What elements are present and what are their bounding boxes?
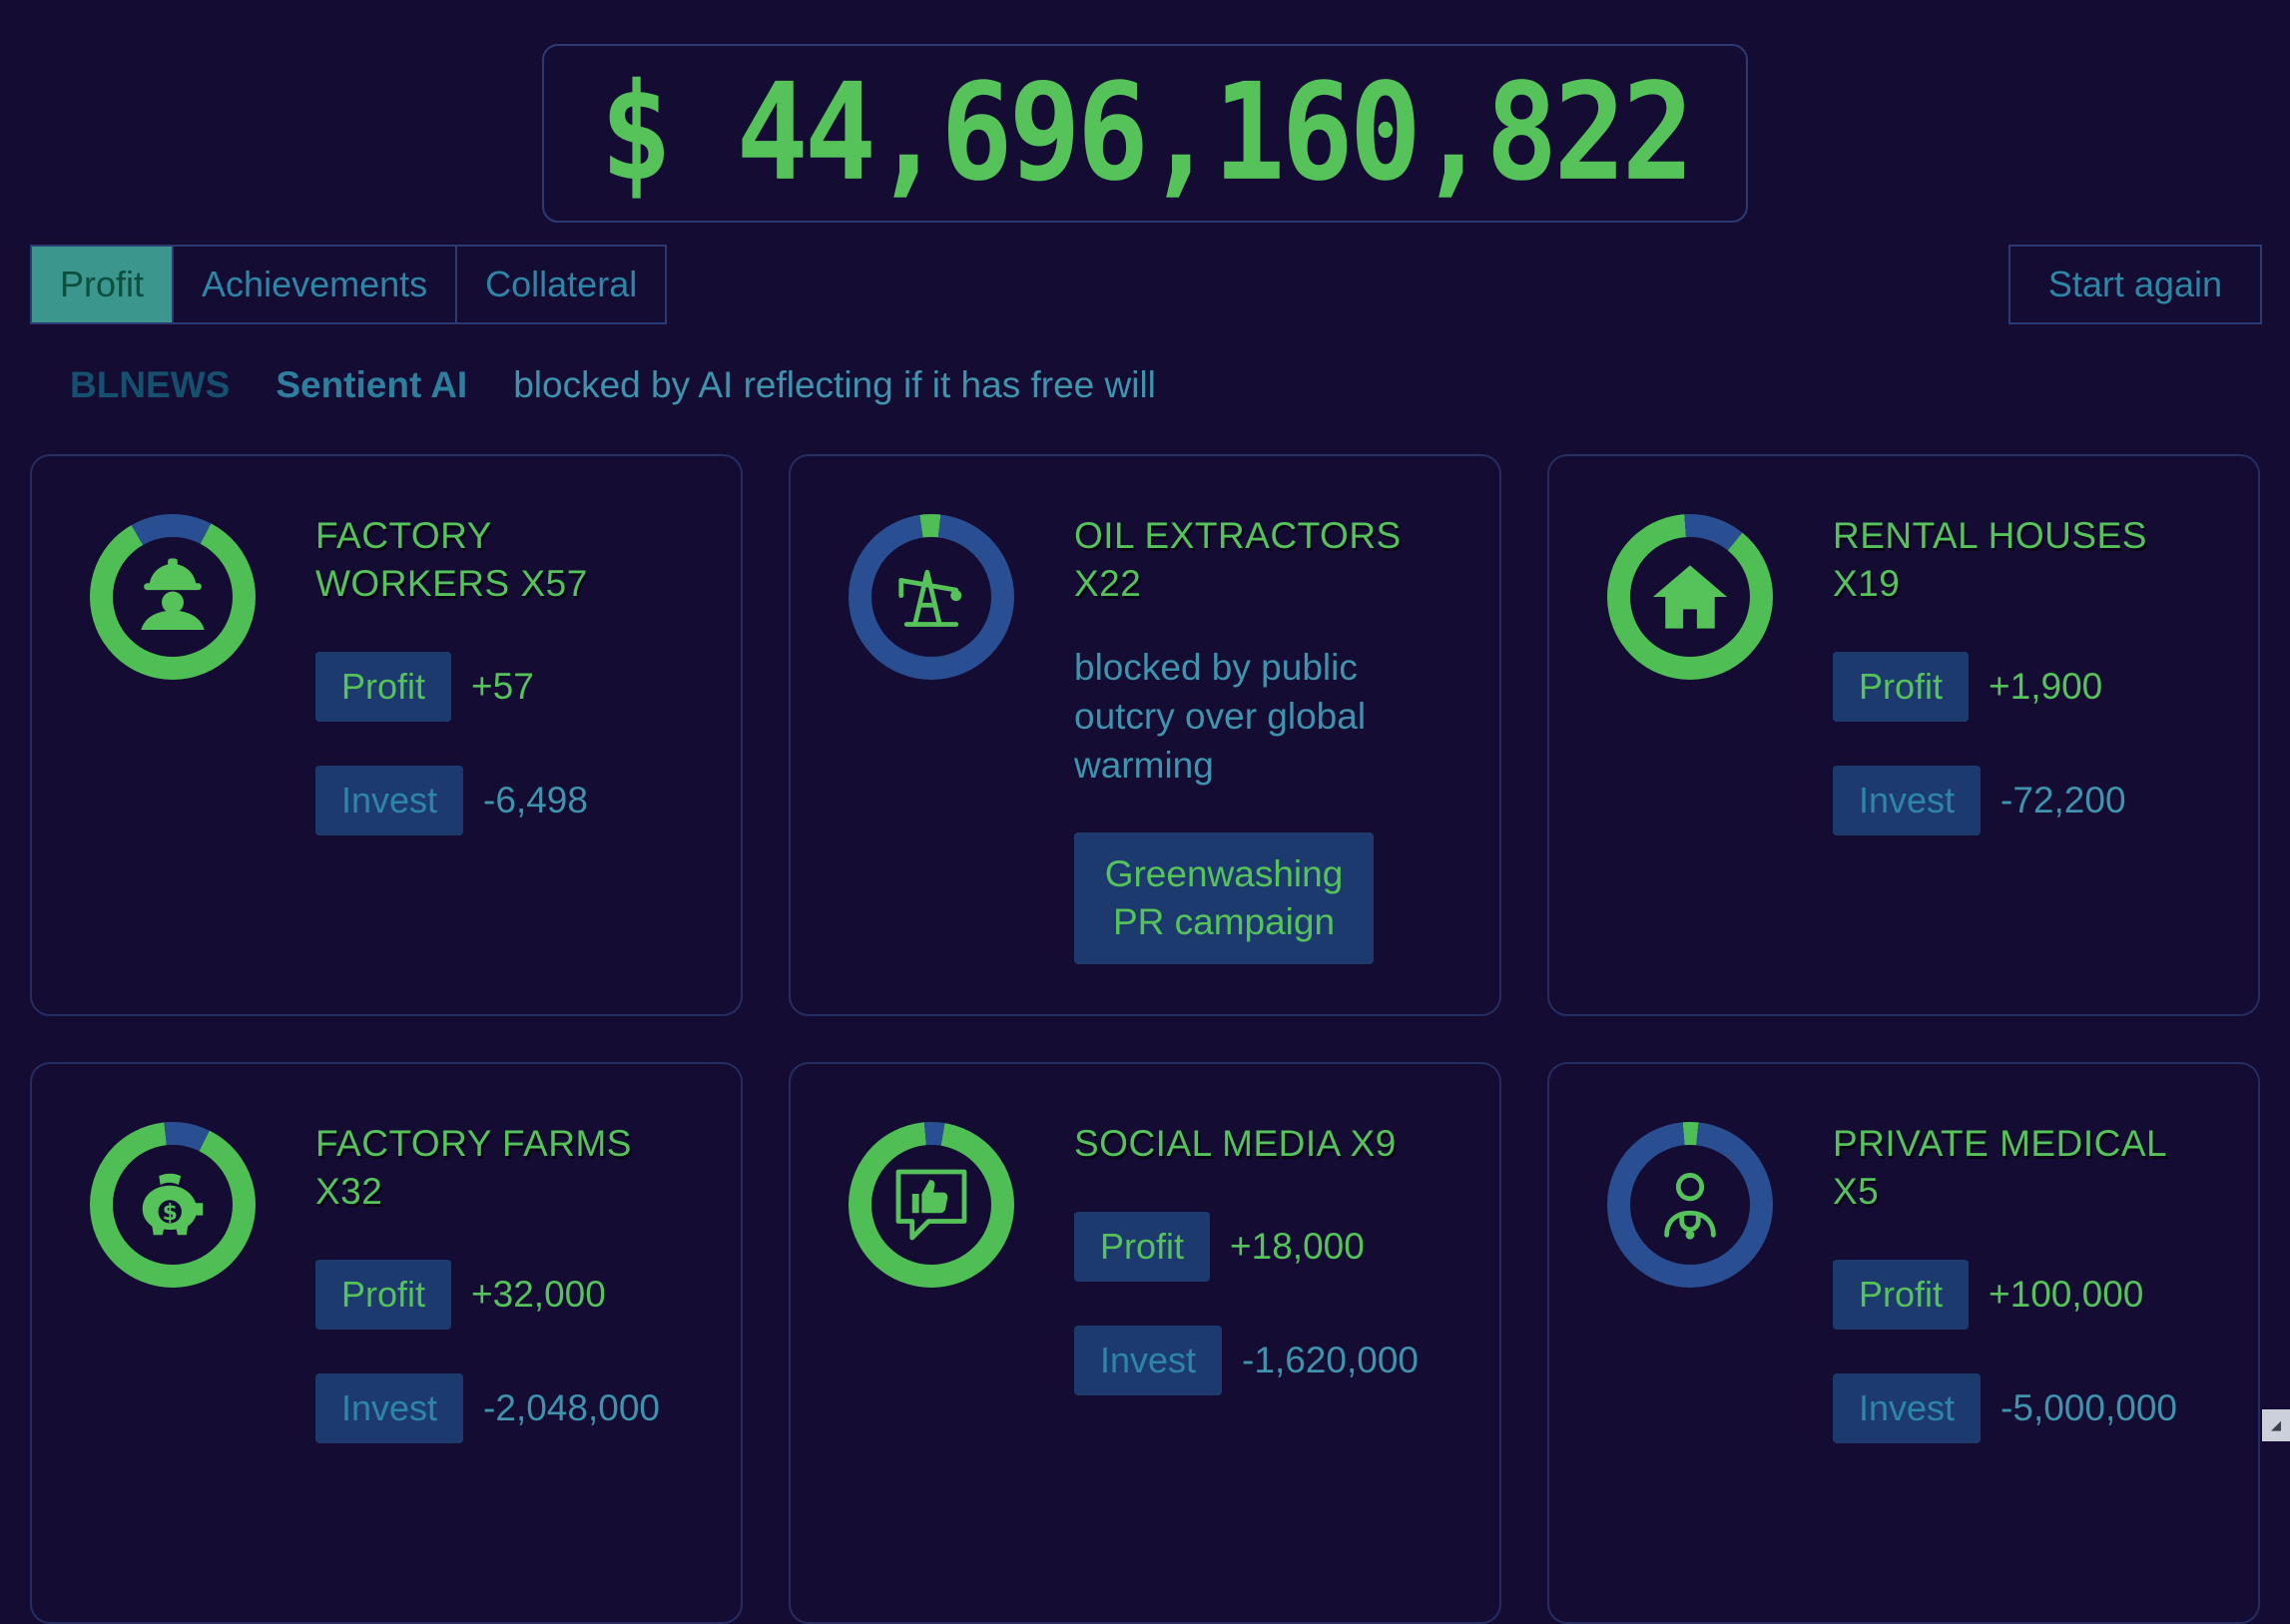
tab-achievements[interactable]: Achievements <box>172 245 457 324</box>
blocked-reason-text: blocked by public outcry over global war… <box>1074 644 1404 790</box>
tab-bar: Profit Achievements Collateral Start aga… <box>30 245 2262 324</box>
worker-icon <box>129 553 217 641</box>
invest-value: -1,620,000 <box>1242 1340 1419 1381</box>
profit-button[interactable]: Profit <box>315 652 451 722</box>
invest-button[interactable]: Invest <box>1833 766 1981 835</box>
business-cards-grid: FACTORY WORKERS X57 Profit +57 Invest -6… <box>30 454 2260 1624</box>
ring-hole <box>871 537 991 657</box>
oil-derrick-icon <box>887 553 975 641</box>
greenwashing-pr-campaign-button[interactable]: Greenwashing PR campaign <box>1074 832 1374 964</box>
card-title: FACTORY WORKERS X57 <box>315 512 588 608</box>
card-body: PRIVATE MEDICAL X5 Profit +100,000 Inves… <box>1833 1120 2177 1443</box>
doctor-icon <box>1646 1161 1734 1249</box>
profit-value: +100,000 <box>1989 1274 2143 1316</box>
card-oil-extractors: OIL EXTRACTORS X22 blocked by public out… <box>789 454 1501 1016</box>
card-private-medical: PRIVATE MEDICAL X5 Profit +100,000 Inves… <box>1547 1062 2260 1624</box>
card-factory-farms: $ FACTORY FARMS X32 Profit +32,000 Inves… <box>30 1062 743 1624</box>
svg-text:$: $ <box>163 1201 178 1226</box>
profit-button[interactable]: Profit <box>1074 1212 1210 1282</box>
invest-value: -72,200 <box>2001 780 2126 821</box>
money-counter-box: $ 44,696,160,822 <box>542 44 1748 223</box>
ring-hole: $ <box>113 1145 233 1265</box>
profit-row: Profit +100,000 <box>1833 1260 2177 1330</box>
tab-collateral[interactable]: Collateral <box>455 245 667 324</box>
profit-row: Profit +57 <box>315 652 588 722</box>
invest-button[interactable]: Invest <box>315 766 463 835</box>
news-message: blocked by AI reflecting if it has free … <box>513 364 1156 406</box>
card-title: SOCIAL MEDIA X9 <box>1074 1120 1419 1168</box>
card-social-media: SOCIAL MEDIA X9 Profit +18,000 Invest -1… <box>789 1062 1501 1624</box>
invest-value: -2,048,000 <box>483 1387 660 1429</box>
ring-hole <box>871 1145 991 1265</box>
profit-button[interactable]: Profit <box>315 1260 451 1330</box>
ring-hole <box>113 537 233 657</box>
card-body: FACTORY WORKERS X57 Profit +57 Invest -6… <box>315 512 588 835</box>
invest-button[interactable]: Invest <box>1833 1373 1981 1443</box>
tab-profit[interactable]: Profit <box>30 245 174 324</box>
invest-row: Invest -6,498 <box>315 766 588 835</box>
profit-value: +1,900 <box>1989 666 2102 708</box>
ring-hole <box>1630 537 1750 657</box>
start-again-button[interactable]: Start again <box>2008 245 2262 324</box>
invest-row: Invest -1,620,000 <box>1074 1326 1419 1395</box>
card-body: SOCIAL MEDIA X9 Profit +18,000 Invest -1… <box>1074 1120 1419 1395</box>
profit-value: +57 <box>471 666 534 708</box>
progress-ring <box>1607 514 1773 680</box>
progress-ring <box>90 514 256 680</box>
news-headline-tag: Sentient AI <box>276 364 467 406</box>
progress-ring <box>1607 1122 1773 1288</box>
money-counter: $ 44,696,160,822 <box>600 56 1690 212</box>
profit-button[interactable]: Profit <box>1833 1260 1969 1330</box>
invest-value: -5,000,000 <box>2001 1387 2177 1429</box>
invest-row: Invest -72,200 <box>1833 766 2147 835</box>
progress-ring: $ <box>90 1122 256 1288</box>
card-body: OIL EXTRACTORS X22 blocked by public out… <box>1074 512 1404 964</box>
profit-row: Profit +1,900 <box>1833 652 2147 722</box>
profit-value: +18,000 <box>1230 1226 1365 1268</box>
scrollbar-corner-button[interactable]: ◢ <box>2262 1409 2290 1441</box>
invest-value: -6,498 <box>483 780 588 821</box>
invest-button[interactable]: Invest <box>315 1373 463 1443</box>
house-icon <box>1646 553 1734 641</box>
ring-hole <box>1630 1145 1750 1265</box>
card-title: OIL EXTRACTORS X22 <box>1074 512 1404 608</box>
progress-ring <box>849 1122 1014 1288</box>
profit-row: Profit +18,000 <box>1074 1212 1419 1282</box>
card-title: RENTAL HOUSES X19 <box>1833 512 2147 608</box>
card-title: PRIVATE MEDICAL X5 <box>1833 1120 2177 1216</box>
card-rental-houses: RENTAL HOUSES X19 Profit +1,900 Invest -… <box>1547 454 2260 1016</box>
news-ticker: BLNEWS Sentient AI blocked by AI reflect… <box>70 364 2260 406</box>
invest-row: Invest -5,000,000 <box>1833 1373 2177 1443</box>
profit-value: +32,000 <box>471 1274 606 1316</box>
card-title: FACTORY FARMS X32 <box>315 1120 660 1216</box>
news-channel-label: BLNEWS <box>70 364 230 406</box>
card-body: FACTORY FARMS X32 Profit +32,000 Invest … <box>315 1120 660 1443</box>
profit-row: Profit +32,000 <box>315 1260 660 1330</box>
profit-button[interactable]: Profit <box>1833 652 1969 722</box>
card-factory-workers: FACTORY WORKERS X57 Profit +57 Invest -6… <box>30 454 743 1016</box>
invest-row: Invest -2,048,000 <box>315 1373 660 1443</box>
card-body: RENTAL HOUSES X19 Profit +1,900 Invest -… <box>1833 512 2147 835</box>
thumbs-up-icon <box>887 1161 975 1249</box>
progress-ring <box>849 514 1014 680</box>
invest-button[interactable]: Invest <box>1074 1326 1222 1395</box>
piggy-bank-icon: $ <box>129 1161 217 1249</box>
